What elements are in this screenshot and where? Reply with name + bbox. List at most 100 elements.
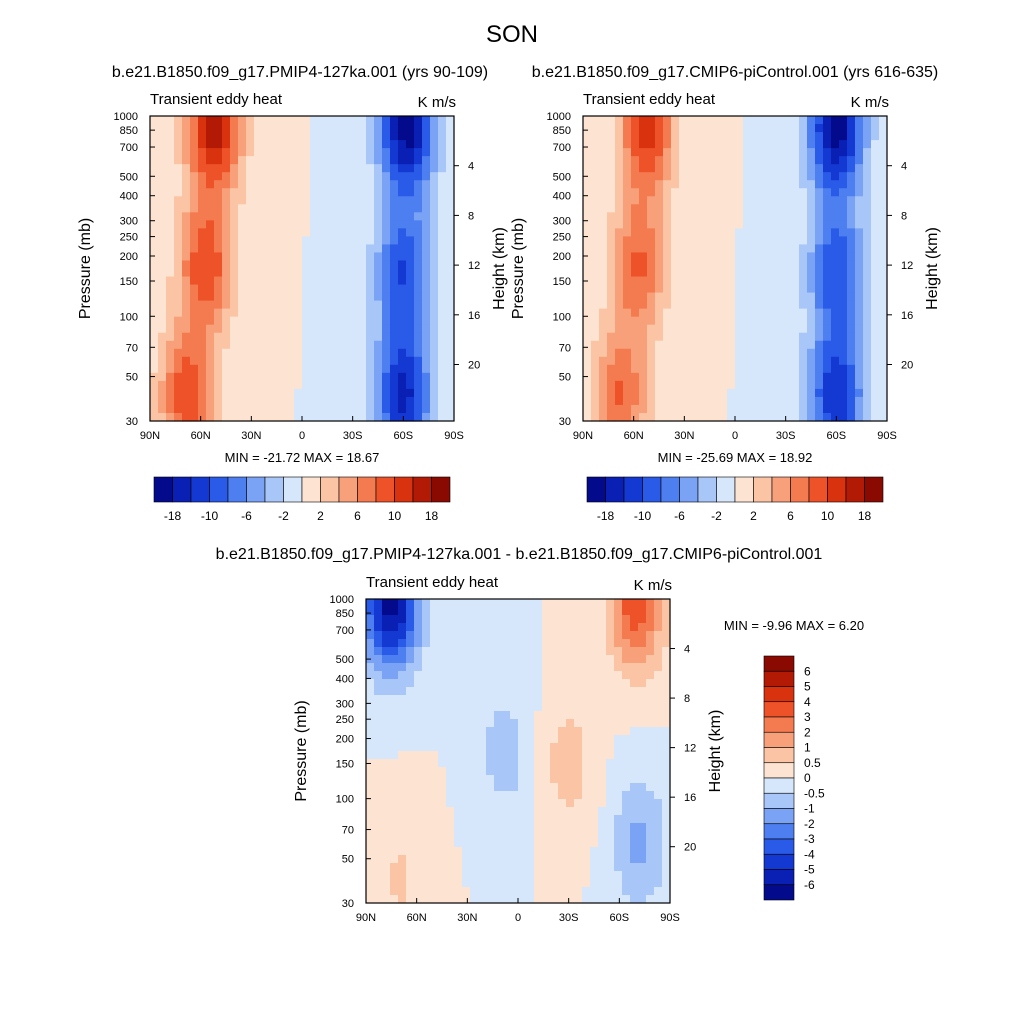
- contour-cell: [663, 300, 672, 310]
- contour-cell: [174, 252, 183, 262]
- contour-cell: [815, 124, 824, 133]
- contour-cell: [254, 252, 263, 262]
- contour-cell: [623, 348, 632, 358]
- contour-cell: [791, 356, 800, 366]
- contour-cell: [599, 284, 608, 294]
- contour-cell: [454, 623, 463, 632]
- contour-cell: [390, 140, 399, 149]
- contour-cell: [767, 140, 776, 149]
- colorbar-swatch: [845, 476, 865, 503]
- contour-cell: [286, 228, 295, 237]
- contour-cell: [406, 116, 415, 125]
- contour-cell: [775, 356, 784, 366]
- contour-cell: [663, 228, 672, 237]
- contour-cell: [598, 679, 607, 688]
- contour-cell: [727, 316, 736, 326]
- contour-cell: [783, 132, 792, 141]
- contour-cell: [358, 236, 367, 246]
- contour-cell: [518, 791, 527, 800]
- contour-cell: [294, 172, 303, 181]
- contour-cell: [679, 180, 688, 189]
- contour-cell: [607, 348, 616, 358]
- contour-cell: [735, 188, 744, 197]
- contour-cell: [583, 116, 592, 125]
- contour-cell: [695, 284, 704, 294]
- contour-cell: [414, 188, 423, 197]
- contour-cell: [342, 292, 351, 302]
- contour-cell: [582, 807, 591, 816]
- contour-cell: [454, 839, 463, 848]
- contour-cell: [494, 791, 503, 800]
- contour-cell: [230, 140, 239, 149]
- contour-cell: [494, 631, 503, 640]
- contour-cell: [398, 879, 407, 888]
- contour-cell: [879, 396, 888, 406]
- contour-cell: [550, 703, 559, 712]
- contour-cell: [759, 260, 768, 270]
- contour-cell: [647, 236, 656, 246]
- contour-cell: [879, 372, 888, 382]
- contour-cell: [342, 308, 351, 318]
- contour-cell: [534, 887, 543, 896]
- contour-cell: [446, 631, 455, 640]
- contour-cell: [647, 196, 656, 205]
- contour-cell: [607, 340, 616, 350]
- contour-cell: [566, 639, 575, 648]
- contour-cell: [190, 284, 199, 294]
- contour-cell: [182, 212, 191, 221]
- contour-cell: [350, 228, 359, 237]
- contour-cell: [759, 316, 768, 326]
- contour-cell: [414, 348, 423, 358]
- contour-cell: [454, 711, 463, 720]
- contour-cell: [382, 695, 391, 704]
- contour-cell: [430, 228, 439, 237]
- contour-cell: [486, 663, 495, 672]
- contour-cell: [646, 599, 655, 608]
- contour-cell: [783, 308, 792, 318]
- contour-cell: [775, 180, 784, 189]
- contour-cell: [438, 839, 447, 848]
- contour-cell: [318, 308, 327, 318]
- contour-cell: [631, 276, 640, 286]
- contour-cell: [390, 695, 399, 704]
- contour-cell: [190, 188, 199, 197]
- contour-cell: [390, 743, 399, 752]
- contour-cell: [390, 799, 399, 808]
- contour-cell: [382, 719, 391, 728]
- contour-cell: [222, 300, 231, 310]
- contour-cell: [871, 348, 880, 358]
- contour-cell: [438, 855, 447, 864]
- contour-cell: [831, 252, 840, 262]
- contour-cell: [438, 204, 447, 213]
- contour-cell: [406, 308, 415, 318]
- contour-cell: [799, 268, 808, 278]
- contour-cell: [591, 180, 600, 189]
- contour-cell: [622, 847, 631, 856]
- contour-cell: [622, 751, 631, 760]
- contour-cell: [679, 228, 688, 237]
- contour-cell: [238, 412, 247, 422]
- contour-cell: [831, 124, 840, 133]
- contour-cell: [879, 260, 888, 270]
- contour-cell: [566, 863, 575, 872]
- contour-cell: [751, 164, 760, 173]
- contour-cell: [743, 244, 752, 254]
- contour-cell: [574, 599, 583, 608]
- contour-cell: [150, 196, 159, 205]
- contour-cell: [695, 228, 704, 237]
- contour-cell: [270, 252, 279, 262]
- contour-cell: [398, 180, 407, 189]
- contour-cell: [254, 412, 263, 422]
- contour-cell: [206, 212, 215, 221]
- contour-cell: [607, 220, 616, 229]
- contour-cell: [350, 244, 359, 254]
- contour-cell: [446, 719, 455, 728]
- contour-cell: [174, 308, 183, 318]
- contour-cell: [390, 356, 399, 366]
- contour-cell: [318, 204, 327, 213]
- contour-cell: [687, 356, 696, 366]
- contour-cell: [855, 212, 864, 221]
- contour-cell: [430, 156, 439, 165]
- contour-cell: [502, 823, 511, 832]
- contour-cell: [598, 687, 607, 696]
